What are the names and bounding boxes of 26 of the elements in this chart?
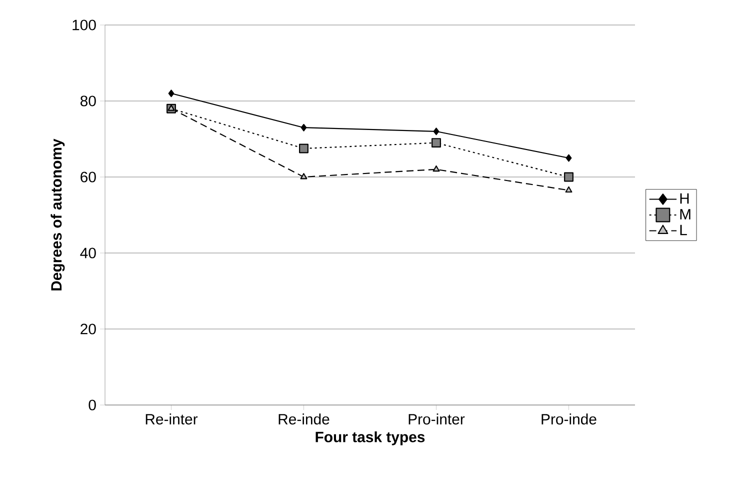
point (168, 104, 175, 111)
point (432, 165, 440, 172)
x-tick-label: Pro-inde (542, 414, 596, 424)
y-tick-label: 100 (72, 20, 96, 30)
x-tick-label: Pro-inter (408, 414, 465, 424)
y-tick-label: 60 (80, 172, 96, 182)
legend-label: M (680, 209, 690, 220)
x-axis-title: Four task types (316, 431, 425, 446)
point (564, 172, 574, 182)
point (432, 138, 441, 148)
legend-label: L (680, 224, 687, 236)
legend-label: H (680, 193, 689, 204)
point (300, 124, 307, 132)
y-tick-label: 80 (80, 96, 96, 106)
point (565, 186, 572, 193)
point (299, 144, 308, 154)
point (433, 128, 440, 136)
y-tick-label: 20 (80, 324, 96, 334)
y-axis-title: Degrees of autonomy (50, 138, 65, 290)
x-tick-label: Re-inter (146, 414, 198, 424)
y-tick-label: 0 (88, 400, 96, 410)
y-tick-label: 40 (80, 248, 96, 258)
x-tick-label: Re-inde (278, 414, 330, 424)
point (566, 154, 572, 162)
point (168, 90, 174, 98)
point (300, 173, 308, 180)
